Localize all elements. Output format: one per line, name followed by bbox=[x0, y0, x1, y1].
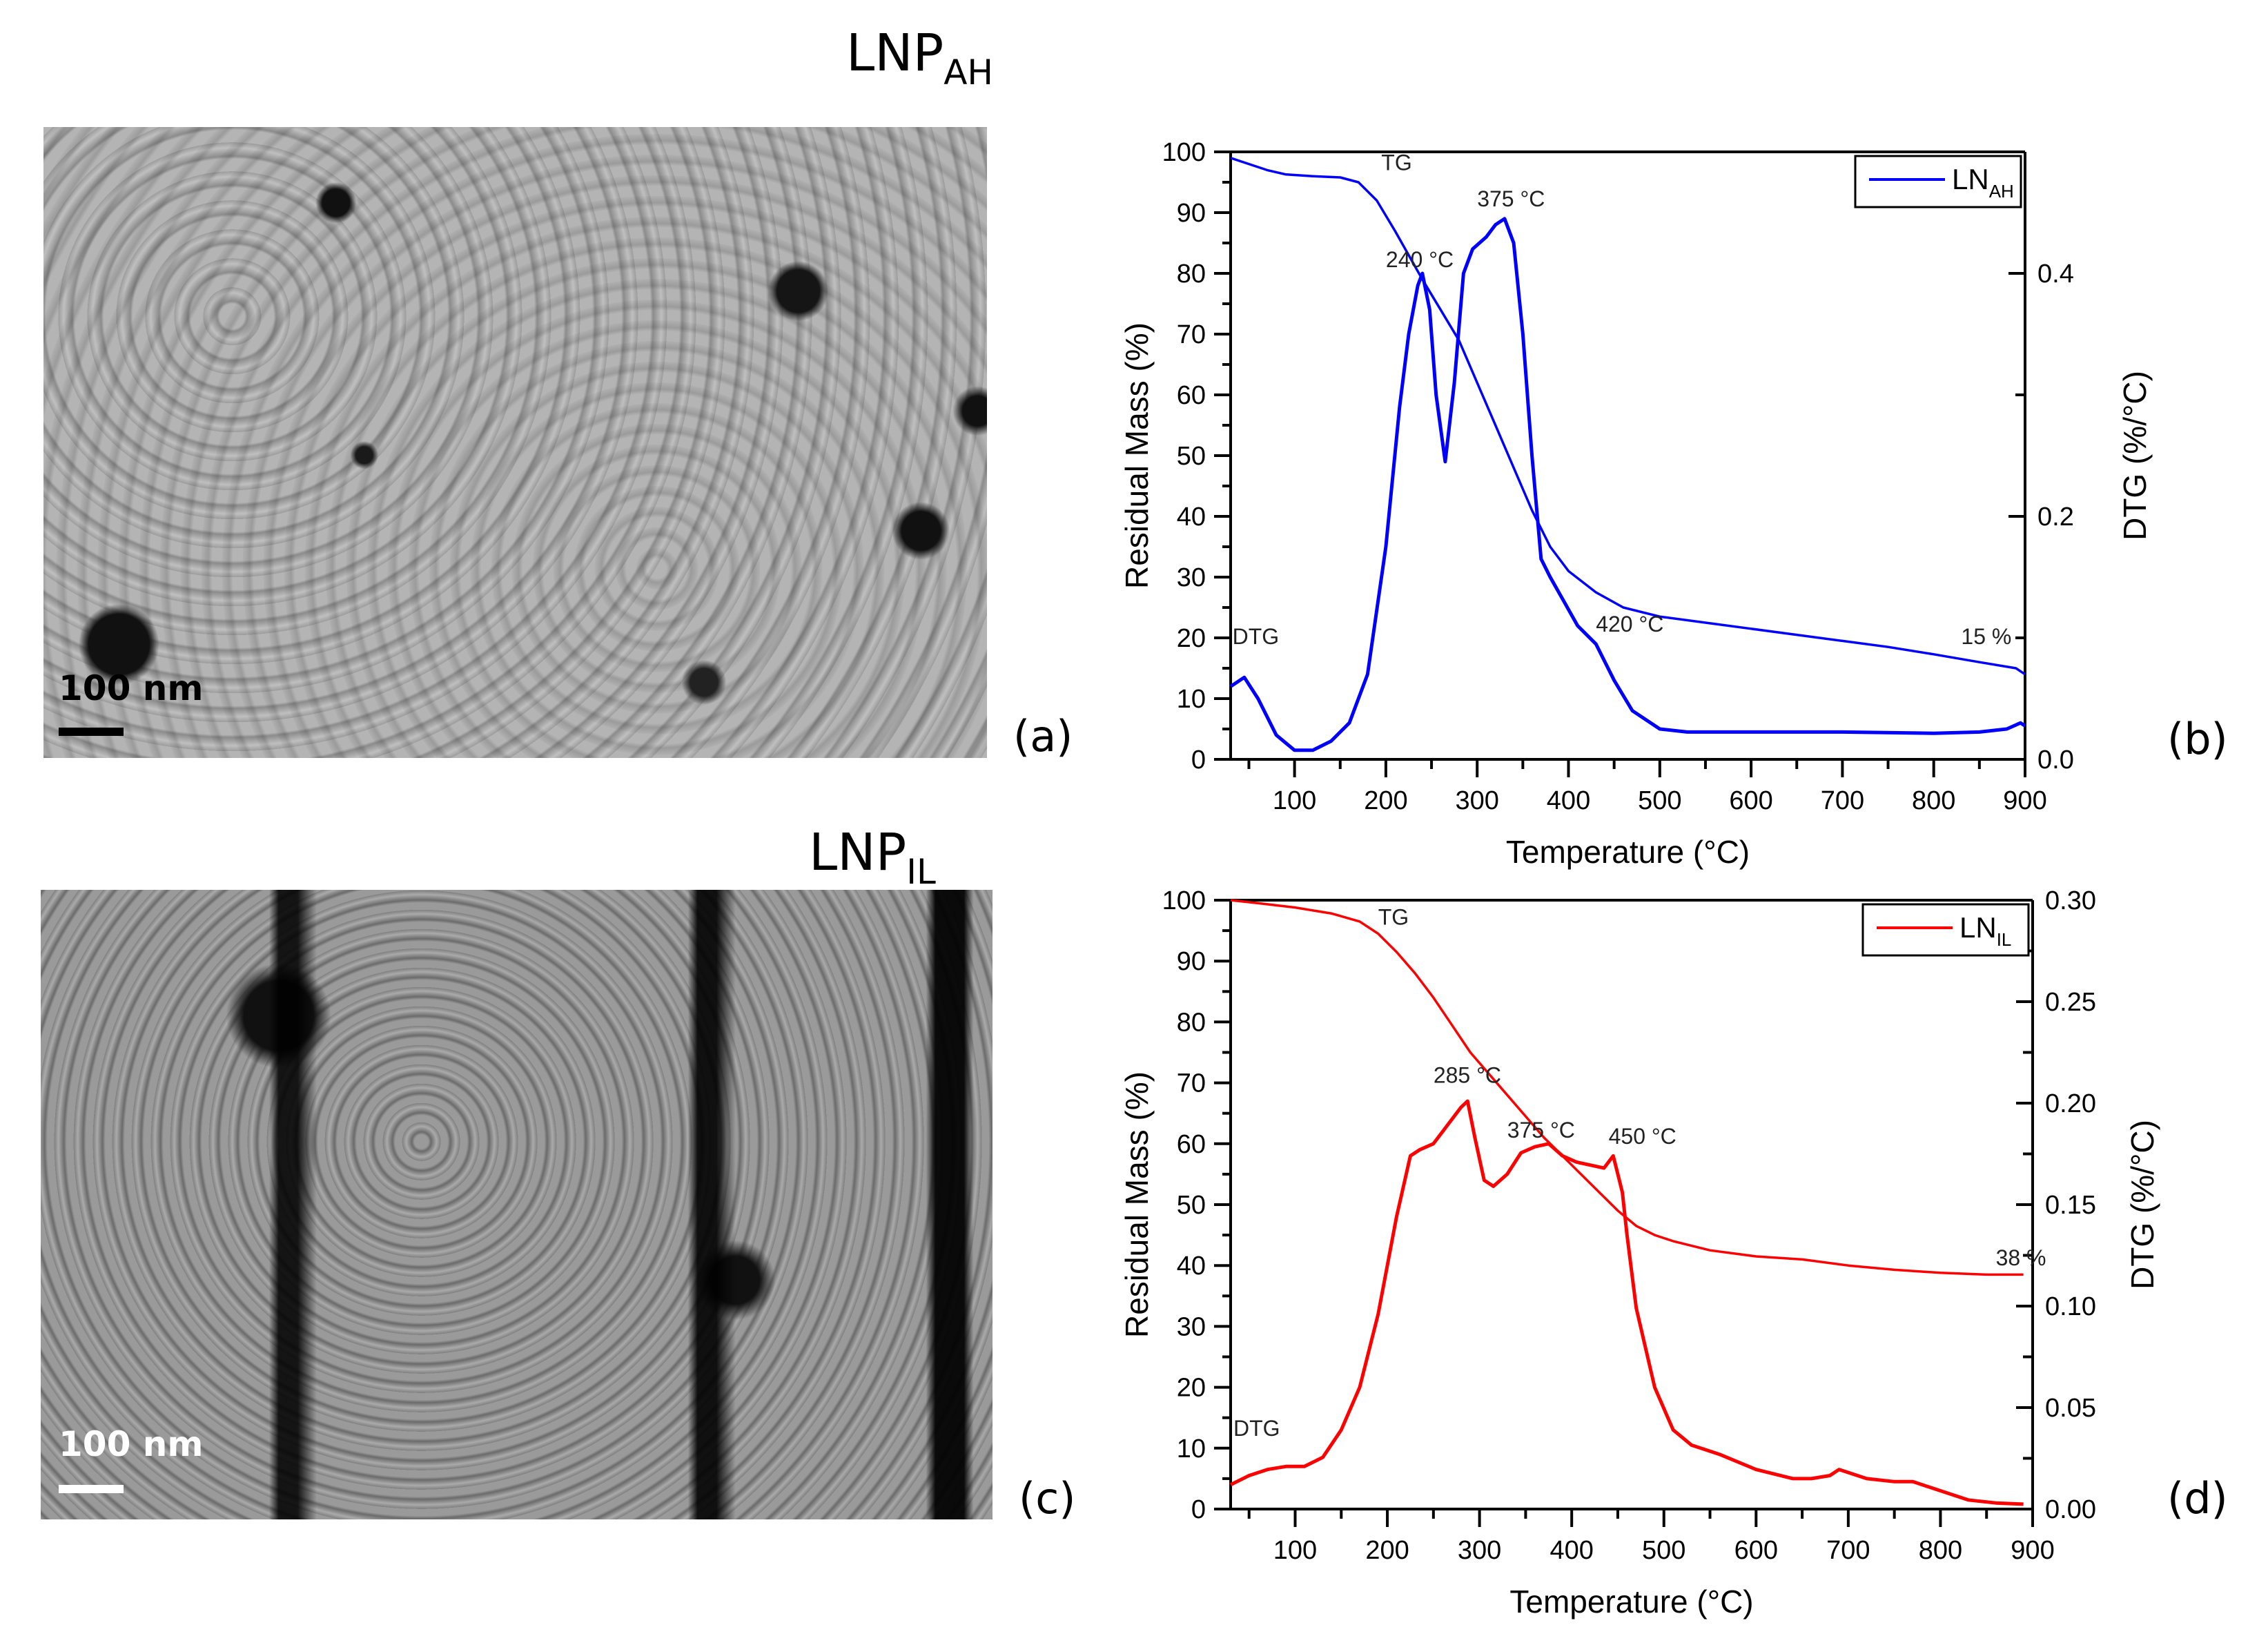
y-right-axis-title: DTG (%/°C) bbox=[2124, 1120, 2160, 1290]
x-tick-label: 200 bbox=[1365, 1536, 1409, 1565]
y-right-tick-label: 0.15 bbox=[2045, 1191, 2096, 1220]
legend-label-subscript: AH bbox=[1989, 181, 2014, 202]
x-tick-label: 100 bbox=[1273, 786, 1316, 815]
tga-chart-ln-ah: 100 200 300 400 500 600 700 800 900 0 10 20 30 40 50 60… bbox=[1119, 138, 2153, 870]
annotation-label: 15 % bbox=[1961, 624, 2011, 649]
y-right-tick-label: 0.2 bbox=[2037, 503, 2074, 532]
annotation-label: 240 °C bbox=[1386, 247, 1454, 272]
y-axis-title: Residual Mass (%) bbox=[1119, 322, 1155, 589]
x-tick-label: 700 bbox=[1821, 786, 1864, 815]
legend: LNAH bbox=[1854, 155, 2022, 208]
y-right-tick-label: 0.25 bbox=[2045, 988, 2096, 1017]
y-tick-label: 20 bbox=[1177, 624, 1206, 653]
sample-title-subscript: AH bbox=[944, 52, 994, 93]
y-tick-label: 90 bbox=[1177, 947, 1206, 976]
legend: LNIL bbox=[1861, 903, 2030, 957]
annotation-label: 375 °C bbox=[1507, 1118, 1575, 1142]
x-tick-label: 300 bbox=[1456, 786, 1499, 815]
x-tick-label: 800 bbox=[1912, 786, 1955, 815]
y-right-tick-label: 0.4 bbox=[2037, 260, 2074, 289]
y-tick-label: 60 bbox=[1177, 1130, 1206, 1159]
legend-box bbox=[1854, 155, 2022, 208]
sem-image-lnp-ah: 100 nm bbox=[43, 127, 987, 758]
x-tick-label: 300 bbox=[1458, 1536, 1501, 1565]
panel-label-a: (a) bbox=[1013, 711, 1073, 761]
annotation-label: TG bbox=[1378, 904, 1409, 929]
y-tick-label: 50 bbox=[1177, 442, 1206, 471]
sample-title-subscript: IL bbox=[906, 852, 936, 892]
x-tick-label: 400 bbox=[1547, 786, 1590, 815]
x-tick-label: 900 bbox=[2003, 786, 2046, 815]
x-axis-title: Temperature (°C) bbox=[1506, 834, 1750, 870]
y-tick-label: 80 bbox=[1177, 260, 1206, 289]
panel-label-d: (d) bbox=[2167, 1473, 2228, 1524]
y-tick-label: 50 bbox=[1177, 1191, 1206, 1220]
x-axis-title: Temperature (°C) bbox=[1509, 1584, 1753, 1620]
y-right-tick-label: 0.05 bbox=[2045, 1394, 2096, 1423]
y-right-tick-label: 0.30 bbox=[2045, 886, 2096, 915]
y-tick-label: 90 bbox=[1177, 199, 1206, 228]
x-tick-label: 100 bbox=[1273, 1536, 1317, 1565]
sample-title-text: LNP bbox=[809, 823, 907, 882]
annotation-label: 420 °C bbox=[1596, 612, 1663, 636]
series-dtg-line bbox=[1229, 1099, 2024, 1506]
y-tick-label: 30 bbox=[1177, 563, 1206, 592]
y-tick-label: 100 bbox=[1162, 138, 1206, 167]
y-tick-label: 80 bbox=[1177, 1008, 1206, 1037]
y-axis-title: Residual Mass (%) bbox=[1119, 1071, 1155, 1338]
annotation-label: 375 °C bbox=[1477, 186, 1545, 211]
scale-bar bbox=[59, 1485, 124, 1493]
sample-title-text: LNP bbox=[846, 23, 944, 83]
x-tick-label: 800 bbox=[1919, 1536, 1962, 1565]
x-tick-label: 400 bbox=[1550, 1536, 1593, 1565]
y-right-tick-label: 0.00 bbox=[2045, 1495, 2096, 1524]
x-tick-label: 700 bbox=[1826, 1536, 1870, 1565]
legend-label-subscript: IL bbox=[1997, 929, 2012, 950]
y-tick-label: 0 bbox=[1191, 746, 1206, 775]
series-tg-line bbox=[1230, 157, 2026, 676]
y-right-tick-label: 0.20 bbox=[2045, 1089, 2096, 1118]
x-tick-label: 500 bbox=[1638, 786, 1681, 815]
annotation-label: 38 % bbox=[1996, 1245, 2046, 1270]
x-tick-label: 200 bbox=[1364, 786, 1407, 815]
sample-title-lnp-ah: LNPAH bbox=[846, 28, 993, 90]
y-tick-label: 30 bbox=[1177, 1312, 1206, 1341]
scale-bar-label: 100 nm bbox=[59, 668, 204, 708]
panel-label-b: (b) bbox=[2167, 714, 2228, 764]
sample-title-lnp-il: LNPIL bbox=[809, 827, 936, 889]
annotation-label: DTG bbox=[1233, 624, 1280, 649]
y-tick-label: 40 bbox=[1177, 1252, 1206, 1281]
x-tick-label: 600 bbox=[1729, 786, 1772, 815]
x-tick-label: 500 bbox=[1642, 1536, 1685, 1565]
y-tick-label: 10 bbox=[1177, 1434, 1206, 1463]
y-tick-label: 100 bbox=[1162, 886, 1206, 915]
y-tick-label: 70 bbox=[1177, 320, 1206, 349]
scale-bar-label: 100 nm bbox=[59, 1424, 204, 1464]
annotation-label: TG bbox=[1381, 150, 1411, 175]
y-tick-label: 40 bbox=[1177, 503, 1206, 532]
annotation-label: DTG bbox=[1233, 1416, 1280, 1441]
sem-image-lnp-il: 100 nm bbox=[41, 890, 993, 1519]
y-right-axis-title: DTG (%/°C) bbox=[2117, 371, 2153, 541]
y-tick-label: 60 bbox=[1177, 381, 1206, 410]
legend-label: LNAH bbox=[1952, 163, 2014, 202]
panel-label-c: (c) bbox=[1019, 1473, 1076, 1524]
legend-box bbox=[1861, 903, 2030, 957]
x-tick-label: 900 bbox=[2011, 1536, 2054, 1565]
annotation-label: 285 °C bbox=[1434, 1063, 1501, 1088]
series-dtg-line bbox=[1229, 217, 2026, 752]
y-tick-label: 0 bbox=[1191, 1495, 1206, 1524]
annotation-label: 450 °C bbox=[1609, 1124, 1676, 1149]
y-right-tick-label: 0.10 bbox=[2045, 1292, 2096, 1321]
tga-chart-ln-il: 100 200 300 400 500 600 700 800 900 0 10 20 30 40 50 60… bbox=[1119, 886, 2160, 1620]
y-tick-label: 20 bbox=[1177, 1374, 1206, 1403]
y-right-tick-label: 0.0 bbox=[2037, 746, 2074, 775]
y-tick-label: 10 bbox=[1177, 685, 1206, 714]
x-tick-label: 600 bbox=[1734, 1536, 1778, 1565]
y-tick-label: 70 bbox=[1177, 1069, 1206, 1098]
scale-bar bbox=[59, 728, 124, 736]
